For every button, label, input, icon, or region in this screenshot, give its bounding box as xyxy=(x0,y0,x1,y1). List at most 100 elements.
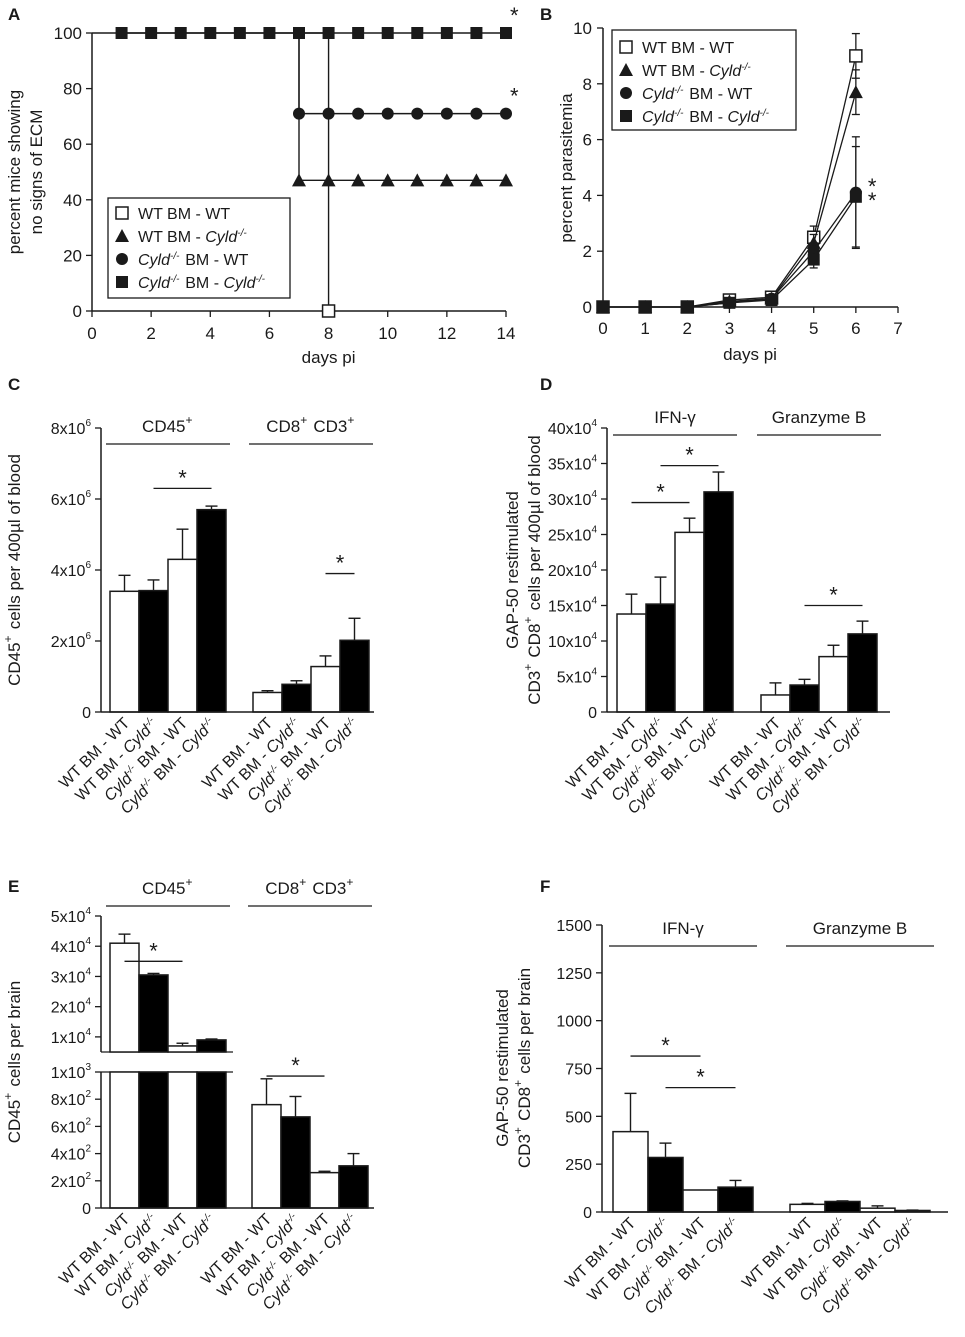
spacer xyxy=(193,417,194,436)
bar xyxy=(196,508,227,713)
tick-mantissa: 1500 xyxy=(556,918,592,935)
x-tick-label: 7 xyxy=(893,319,902,338)
label-part: CD3 xyxy=(515,1134,534,1168)
legend-marker xyxy=(620,87,632,99)
bar xyxy=(138,974,169,1053)
cyld-text: Cyld xyxy=(205,229,238,246)
data-point xyxy=(145,27,158,39)
y-tick-label: 500 xyxy=(565,1109,592,1126)
tick-exponent: 6 xyxy=(85,489,91,500)
data-point xyxy=(723,296,736,309)
cyld-text: Cyld xyxy=(223,275,256,292)
cyld-text: Cyld xyxy=(138,252,171,269)
bar xyxy=(339,639,370,713)
tick-exponent: 3 xyxy=(85,1062,91,1073)
superscript: -/- xyxy=(170,251,180,262)
y-axis-label: percent mice showing xyxy=(5,90,24,254)
data-point xyxy=(469,173,484,187)
data-point xyxy=(381,27,394,39)
significance-star: * xyxy=(661,1033,670,1058)
label-part: CD3 xyxy=(525,671,544,705)
y-tick-label: 6x106 xyxy=(51,489,92,509)
data-point xyxy=(639,301,652,313)
label-part: GAP-50 restimulated xyxy=(503,491,522,649)
y-tick-label: 4x106 xyxy=(51,560,92,580)
tick-mantissa: 1x10 xyxy=(51,1030,86,1047)
series-line xyxy=(298,33,506,115)
legend-label: Cyld-/- BM - WT xyxy=(138,251,249,269)
y-tick-label: 2 xyxy=(583,242,592,261)
label-part: BM - xyxy=(685,109,728,126)
data-point xyxy=(321,304,336,318)
bar xyxy=(647,1156,684,1213)
panel-letter: B xyxy=(540,5,552,24)
y-tick-label: 0 xyxy=(82,705,91,722)
label-part: cells per brain xyxy=(515,968,534,1079)
tick-exponent: 6 xyxy=(85,631,91,642)
label-part: IFN-γ xyxy=(662,919,704,938)
y-axis-label: GAP-50 restimulated xyxy=(493,989,512,1147)
y-tick-label: 30x104 xyxy=(548,489,598,509)
data-point xyxy=(849,190,862,203)
legend xyxy=(107,197,291,299)
data-point xyxy=(204,27,217,39)
y-tick-label: 15x104 xyxy=(548,596,598,616)
y-axis-label: CD3+ CD8+ cells per 400µl of blood xyxy=(521,435,544,705)
bar xyxy=(824,1200,861,1213)
data-point xyxy=(849,49,863,63)
group-header: CD45+ xyxy=(142,875,194,898)
y-tick-label: 0 xyxy=(73,302,82,321)
group-header: IFN-γ xyxy=(662,919,704,938)
data-point xyxy=(322,27,335,39)
bar xyxy=(167,1071,198,1209)
y-tick-label: 5x104 xyxy=(557,667,598,687)
superscript: -/- xyxy=(674,85,684,96)
data-point xyxy=(233,27,246,39)
panel-e: E1x1042x1043x1044x1045x10402x1024x1026x1… xyxy=(1,875,374,1314)
x-tick-label: 4 xyxy=(206,324,215,343)
bar xyxy=(847,633,878,713)
bar xyxy=(167,1045,198,1053)
x-tick-label: 6 xyxy=(265,324,274,343)
x-tick-label: 8 xyxy=(324,324,333,343)
y-tick-label: 1500 xyxy=(556,918,592,935)
label-part: BM - WT xyxy=(181,252,249,269)
tick-mantissa: 3x10 xyxy=(51,969,86,986)
bar xyxy=(789,684,820,713)
significance-star: * xyxy=(178,465,187,490)
y-tick-label: 0 xyxy=(583,1205,592,1222)
tick-mantissa: 1000 xyxy=(556,1014,592,1031)
label-part: CD8 xyxy=(525,624,544,663)
tick-mantissa: 5x10 xyxy=(557,670,592,687)
significance-star: * xyxy=(510,84,519,109)
tick-exponent: 4 xyxy=(591,454,597,465)
label-part: CD8 xyxy=(265,879,299,898)
bar xyxy=(338,1165,369,1209)
superscript: -/- xyxy=(741,62,751,73)
data-point xyxy=(322,107,335,120)
tick-mantissa: 40x10 xyxy=(548,421,592,438)
data-point xyxy=(440,27,453,39)
tick-mantissa: 2x10 xyxy=(51,1000,86,1017)
y-tick-label: 10 xyxy=(573,19,592,38)
bar xyxy=(109,1071,140,1209)
legend-marker xyxy=(116,276,128,288)
label-part: WT BM - xyxy=(138,229,205,246)
tick-mantissa: 0 xyxy=(588,705,597,722)
y-tick-label: 20 xyxy=(63,246,82,265)
legend-marker xyxy=(115,206,129,220)
y-tick-label: 1250 xyxy=(556,966,592,983)
data-point xyxy=(293,107,305,120)
tick-mantissa: 4x10 xyxy=(51,563,86,580)
spacer xyxy=(247,229,248,246)
tick-mantissa: 0 xyxy=(82,1201,91,1218)
bar xyxy=(674,531,705,713)
tick-mantissa: 2x10 xyxy=(51,634,86,651)
tick-exponent: 4 xyxy=(85,966,91,977)
data-point xyxy=(681,301,694,313)
label-part: CD8 xyxy=(515,1087,534,1126)
significance-star: * xyxy=(510,3,519,28)
data-point xyxy=(500,27,512,39)
legend-label: WT BM - WT xyxy=(138,206,230,223)
group-header: CD8+ CD3+ xyxy=(265,875,355,898)
